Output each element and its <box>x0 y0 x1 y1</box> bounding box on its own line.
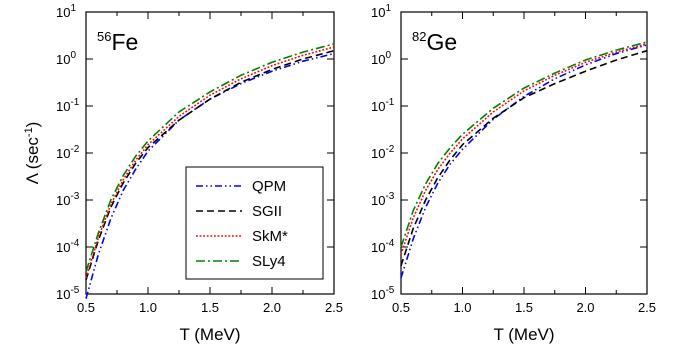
x-tick-label: 1.5 <box>201 300 219 315</box>
series-line-sly4 <box>400 41 648 248</box>
x-tick-label: 0.5 <box>77 300 95 315</box>
panel-ge82: 0.5 1.0 1.5 2.0 2.5 10-510-410-310-210-11001… <box>371 3 656 344</box>
y-axis-title-exponent: -1 <box>23 127 35 137</box>
legend-label: SLy4 <box>252 253 286 270</box>
x-tick-label: 1.0 <box>139 300 157 315</box>
x-tick-label: 2.5 <box>325 300 343 315</box>
series-lines <box>400 41 648 279</box>
y-tick-label: 100 <box>371 50 391 67</box>
x-tick-label: 1.5 <box>515 300 533 315</box>
x-tick-label: 0.5 <box>392 300 410 315</box>
panel-label: 56Fe <box>97 29 138 55</box>
y-axis-title-close: ) <box>23 122 42 128</box>
y-tick-label: 10-2 <box>371 144 395 161</box>
series-line-sgii <box>400 49 648 266</box>
y-axis-title: Λ (sec-1) <box>23 122 42 185</box>
legend: QPM SGII SkM* SLy4 <box>185 166 324 280</box>
tick-marks <box>400 11 648 295</box>
series-lines <box>85 43 335 299</box>
y-tick-label: 10-3 <box>371 191 395 208</box>
series-line-qpm <box>85 52 335 299</box>
panel-label-element: Fe <box>111 29 138 55</box>
y-tick-label: 101 <box>56 3 76 20</box>
x-axis-title: T (MeV) <box>179 325 240 344</box>
x-axis-title: T (MeV) <box>493 325 554 344</box>
legend-label: QPM <box>252 178 286 195</box>
plot-frame <box>400 11 648 295</box>
x-tick-label: 1.0 <box>453 300 471 315</box>
y-tick-label: 10-1 <box>56 97 80 114</box>
y-tick-label: 100 <box>56 50 76 67</box>
y-tick-labels: 10-5 10-4 10-3 10-2 10-1 100 101 <box>56 3 80 302</box>
series-line-sgii <box>85 49 335 281</box>
legend-label: SkM* <box>252 228 288 245</box>
y-tick-label: 10-5 <box>371 285 395 302</box>
y-tick-label: 10-3 <box>56 191 80 208</box>
series-line-skm <box>400 43 648 255</box>
legend-label: SGII <box>252 203 282 220</box>
y-axis-title-main: Λ (sec <box>23 137 42 185</box>
y-tick-label: 10-2 <box>56 144 80 161</box>
x-tick-label: 2.0 <box>576 300 594 315</box>
x-tick-labels: 0.5 1.0 1.5 2.0 2.5 <box>392 300 656 315</box>
y-tick-label: 101 <box>371 3 391 20</box>
y-tick-label: 10-4 <box>56 238 80 255</box>
series-line-qpm <box>400 44 648 279</box>
panel-label: 82Ge <box>412 29 457 55</box>
y-tick-label: 10-4 <box>371 238 395 255</box>
series-line-sly4 <box>85 43 335 272</box>
legend-entries: QPM SGII SkM* SLy4 <box>196 178 288 270</box>
tick-marks <box>85 11 335 295</box>
x-tick-label: 2.0 <box>263 300 281 315</box>
y-tick-label: 10-1 <box>371 97 395 114</box>
x-tick-label: 2.5 <box>638 300 656 315</box>
x-tick-labels: 0.5 1.0 1.5 2.0 2.5 <box>77 300 343 315</box>
panel-label-element: Ge <box>426 29 457 55</box>
panel-fe56: 0.5 1.0 1.5 2.0 2.5 10-510-410-310-210-11001… <box>23 3 343 344</box>
panel-label-mass-number: 82 <box>412 29 426 44</box>
panel-label-mass-number: 56 <box>97 29 111 44</box>
y-tick-label: 10-5 <box>56 285 80 302</box>
y-tick-labels: 10-5 10-4 10-3 10-2 10-1 100 101 <box>371 3 395 302</box>
